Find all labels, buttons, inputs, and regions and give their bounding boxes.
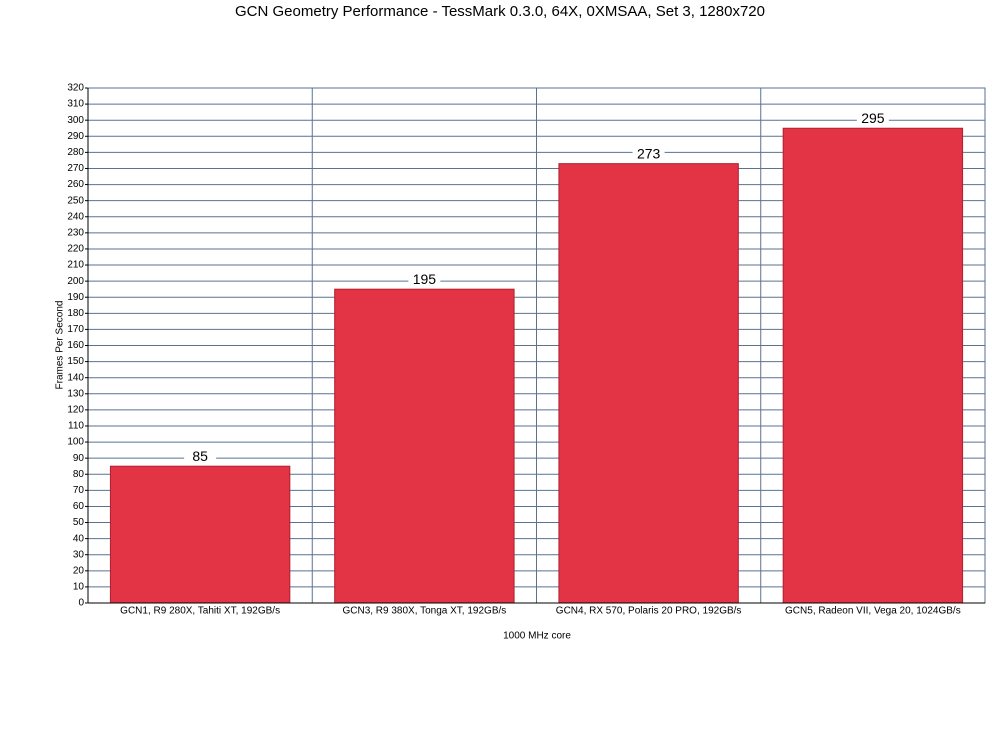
y-tick-label: 190 (67, 292, 84, 303)
y-tick-label: 250 (67, 195, 84, 206)
y-tick-label: 230 (67, 227, 84, 238)
bar (782, 127, 964, 604)
y-tick-label: 110 (68, 421, 84, 432)
y-tick-label: 50 (73, 517, 85, 528)
y-tick-label: 310 (67, 99, 84, 110)
y-tick-label: 200 (67, 276, 84, 287)
y-tick-label: 150 (67, 356, 84, 367)
y-tick-label: 300 (67, 115, 84, 126)
y-tick-label: 280 (67, 147, 84, 158)
value-label-bg (184, 449, 217, 466)
y-tick-label: 180 (67, 308, 84, 319)
y-tick-label: 220 (67, 244, 84, 255)
value-label: 85 (192, 448, 208, 464)
value-label: 295 (861, 110, 885, 126)
value-label: 195 (413, 271, 437, 287)
y-tick-label: 30 (73, 549, 85, 560)
y-tick-label: 160 (67, 340, 84, 351)
y-tick-label: 80 (73, 469, 85, 480)
y-tick-label: 40 (73, 533, 85, 544)
value-label: 273 (637, 145, 661, 161)
value-label-bg (856, 111, 889, 128)
y-axis-label: Frames Per Second (55, 301, 66, 390)
y-tick-label: 60 (73, 501, 85, 512)
y-tick-label: 10 (73, 582, 85, 593)
y-tick-label: 130 (67, 388, 84, 399)
y-tick-label: 320 (67, 83, 84, 94)
value-label-bg (632, 146, 665, 163)
y-tick-label: 120 (67, 405, 84, 416)
value-label-bg (408, 272, 441, 289)
y-tick-label: 210 (67, 260, 84, 271)
bar (109, 465, 291, 604)
x-tick-label: GCN1, R9 280X, Tahiti XT, 192GB/s (120, 606, 280, 617)
y-tick-label: 0 (78, 598, 84, 609)
chart-title: GCN Geometry Performance - TessMark 0.3.… (235, 3, 765, 20)
y-tick-label: 270 (67, 163, 84, 174)
y-tick-label: 140 (67, 372, 84, 383)
y-tick-label: 170 (67, 324, 84, 335)
y-tick-label: 290 (67, 131, 84, 142)
x-tick-label: GCN3, R9 380X, Tonga XT, 192GB/s (342, 606, 506, 617)
bar (558, 163, 739, 604)
y-tick-label: 100 (67, 437, 84, 448)
y-tick-label: 260 (67, 179, 84, 190)
x-tick-label: GCN5, Radeon VII, Vega 20, 1024GB/s (785, 606, 961, 617)
x-tick-label: GCN4, RX 570, Polaris 20 PRO, 192GB/s (556, 606, 742, 617)
y-tick-label: 240 (67, 211, 84, 222)
x-axis-label: 1000 MHz core (503, 631, 571, 642)
y-tick-label: 20 (73, 565, 85, 576)
y-tick-label: 70 (73, 485, 85, 496)
bar (334, 288, 515, 604)
y-tick-label: 90 (73, 453, 85, 464)
